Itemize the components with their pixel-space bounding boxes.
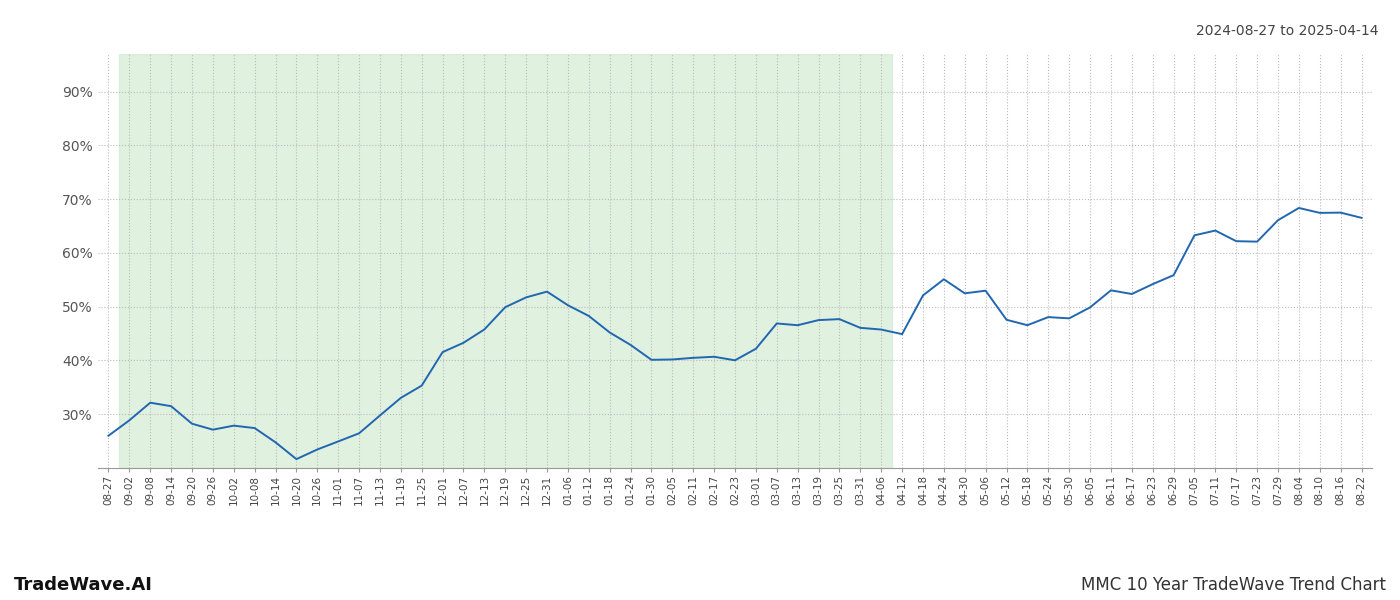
Text: 2024-08-27 to 2025-04-14: 2024-08-27 to 2025-04-14	[1197, 24, 1379, 38]
Bar	[119, 54, 892, 468]
Text: TradeWave.AI: TradeWave.AI	[14, 576, 153, 594]
Text: MMC 10 Year TradeWave Trend Chart: MMC 10 Year TradeWave Trend Chart	[1081, 576, 1386, 594]
